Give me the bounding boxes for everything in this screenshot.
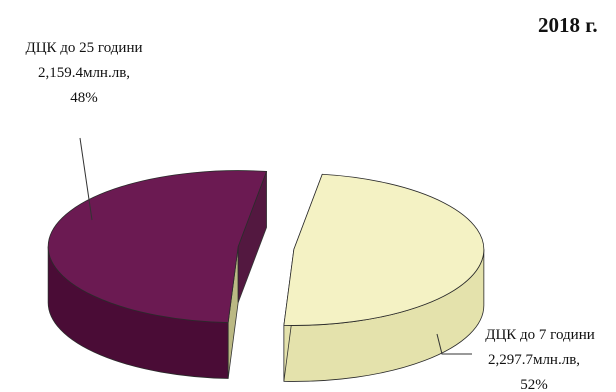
leader-line-slice-1 [436, 333, 472, 355]
slice-label-percent-0: 48% [70, 90, 98, 106]
chart-title: 2018 г. [538, 13, 598, 37]
pie-slice-0-top [283, 173, 485, 326]
slice-label-category-1: ДЦК до 7 години [485, 327, 595, 343]
slices-layer [47, 170, 485, 382]
pie-slice-1-top [47, 170, 268, 323]
pie-slice-0 [283, 173, 485, 382]
leader-line-slice-0 [79, 137, 93, 221]
slice-label-percent-1: 52% [520, 377, 548, 392]
slice-label-value-0: 2,159.4млн.лв, [38, 65, 130, 81]
pie-slice-1 [47, 170, 268, 379]
slice-label-category-0: ДЦК до 25 години [25, 40, 142, 56]
slice-label-value-1: 2,297.7млн.лв, [488, 352, 580, 368]
